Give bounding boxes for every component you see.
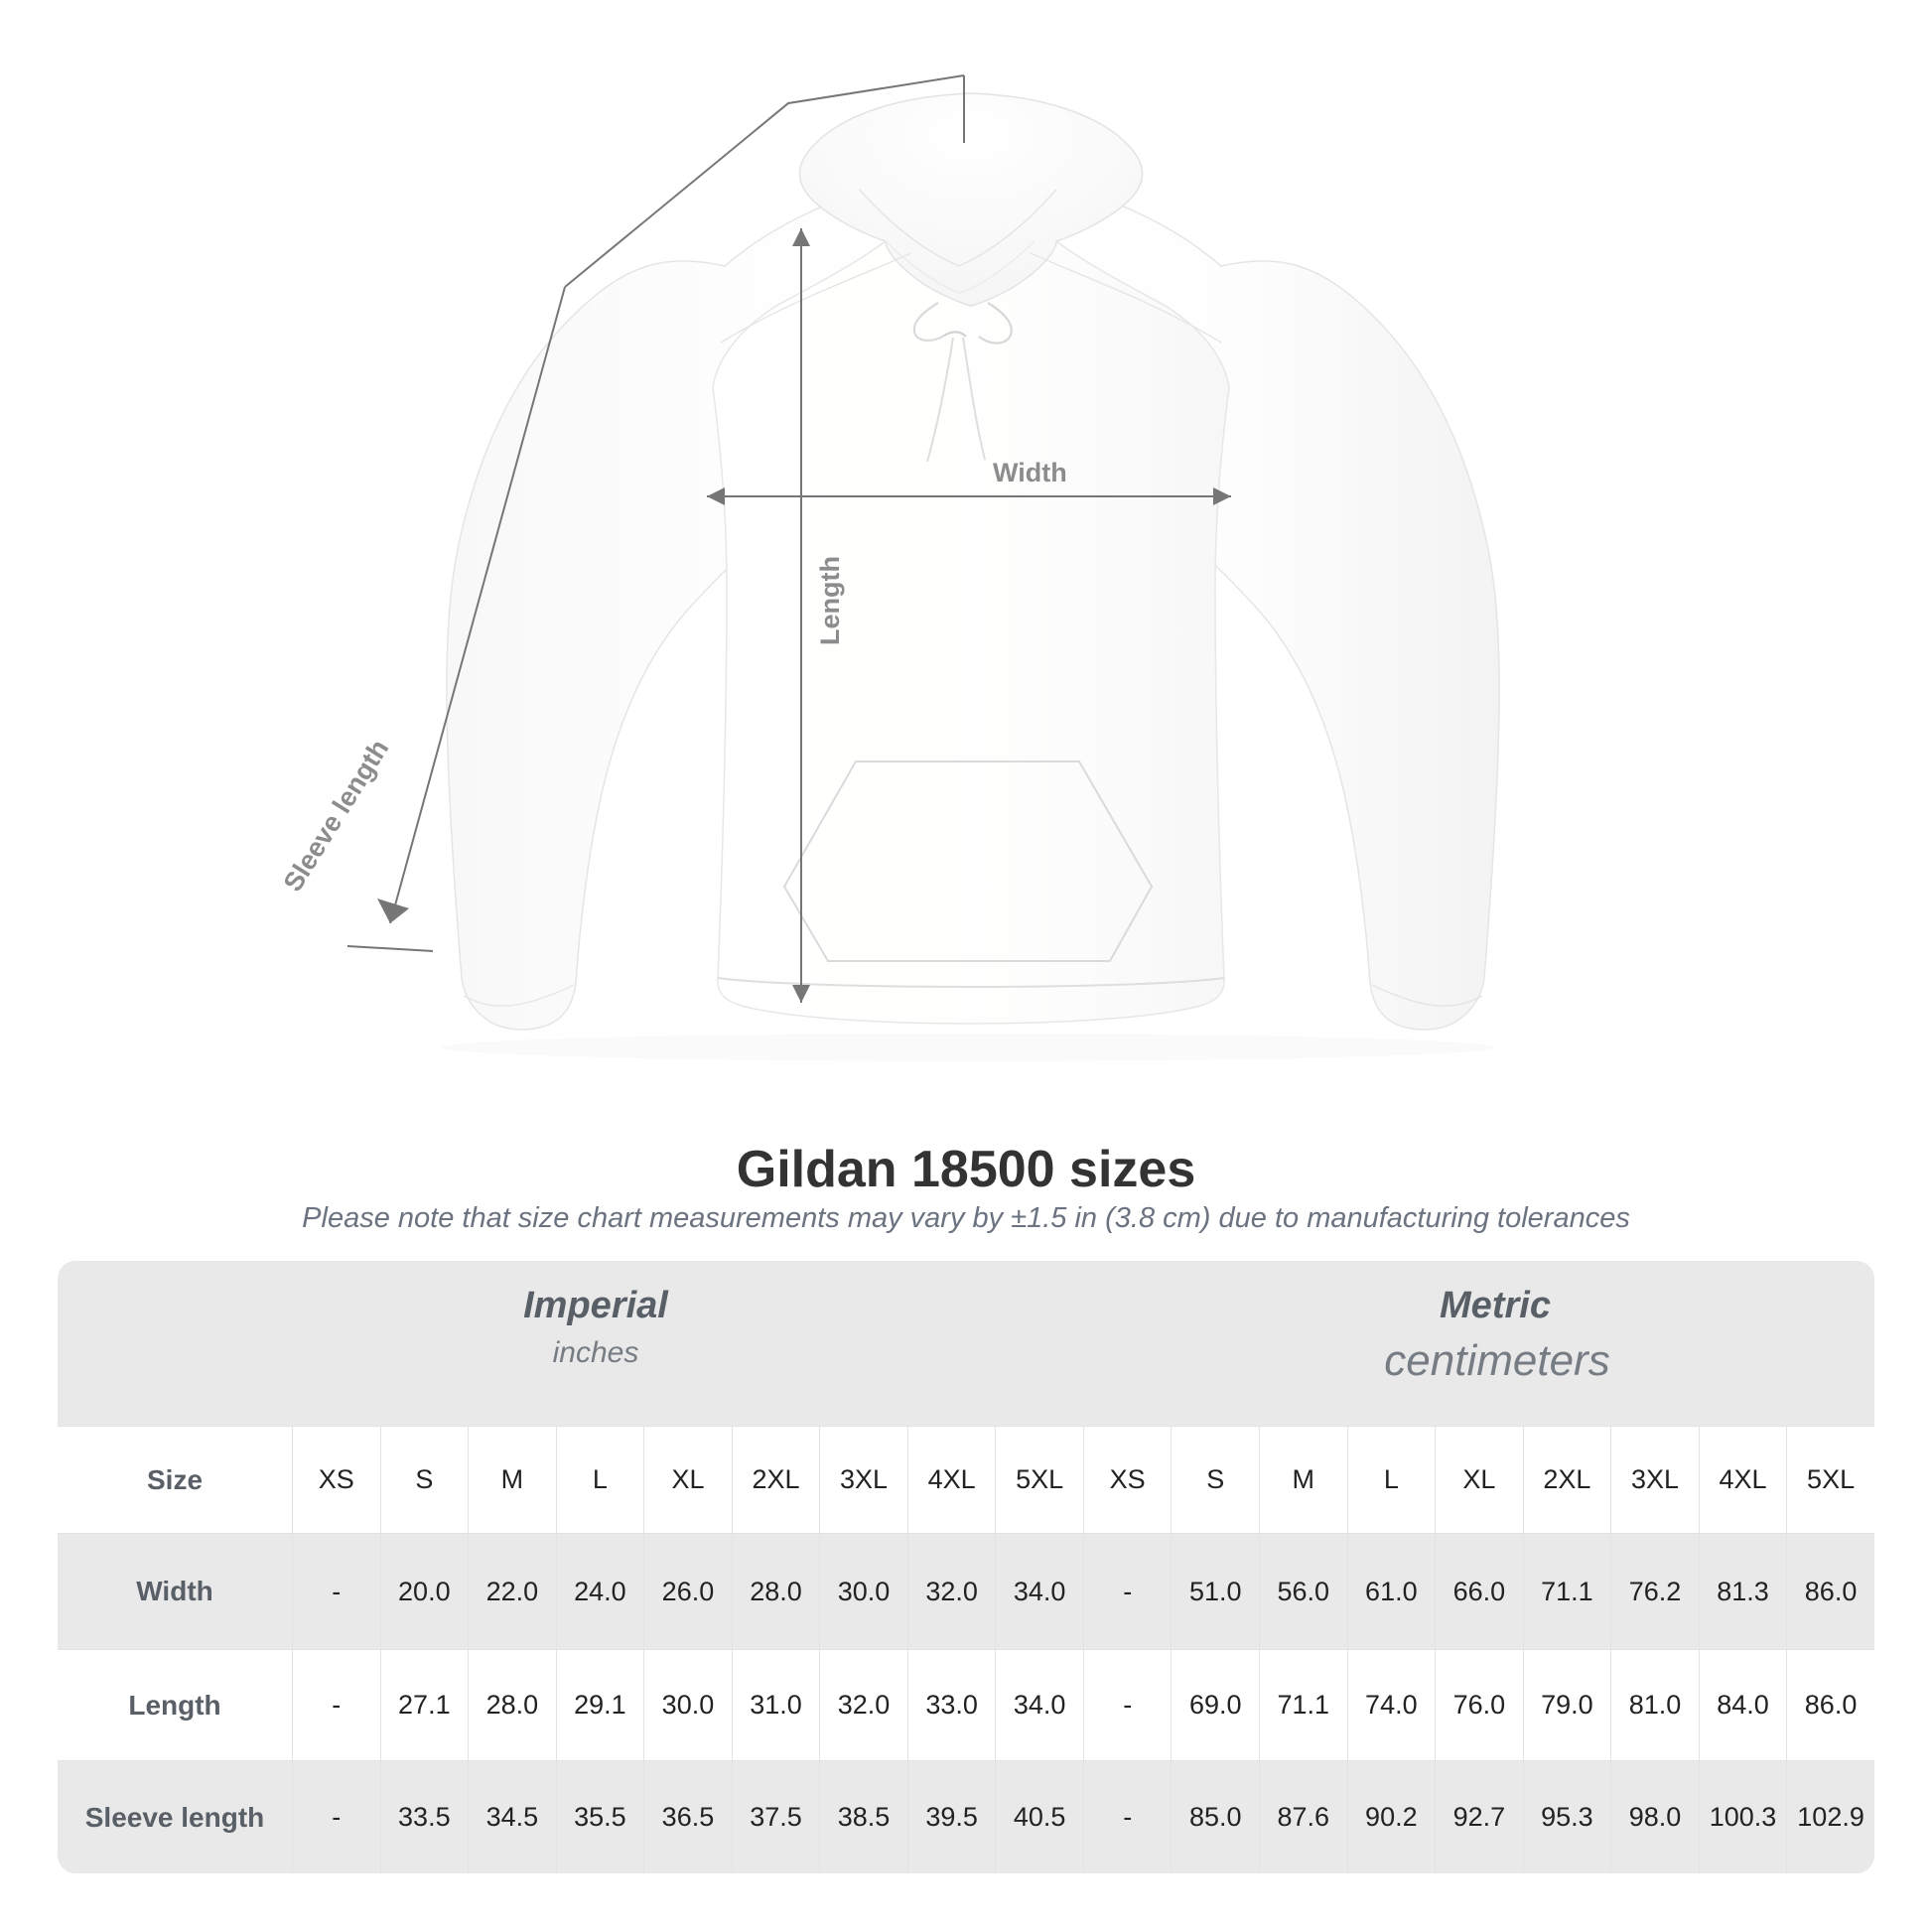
svg-text:Sleeve length: Sleeve length [278,735,395,897]
svg-text:Length: Length [815,556,845,645]
svg-text:Width: Width [993,458,1067,487]
